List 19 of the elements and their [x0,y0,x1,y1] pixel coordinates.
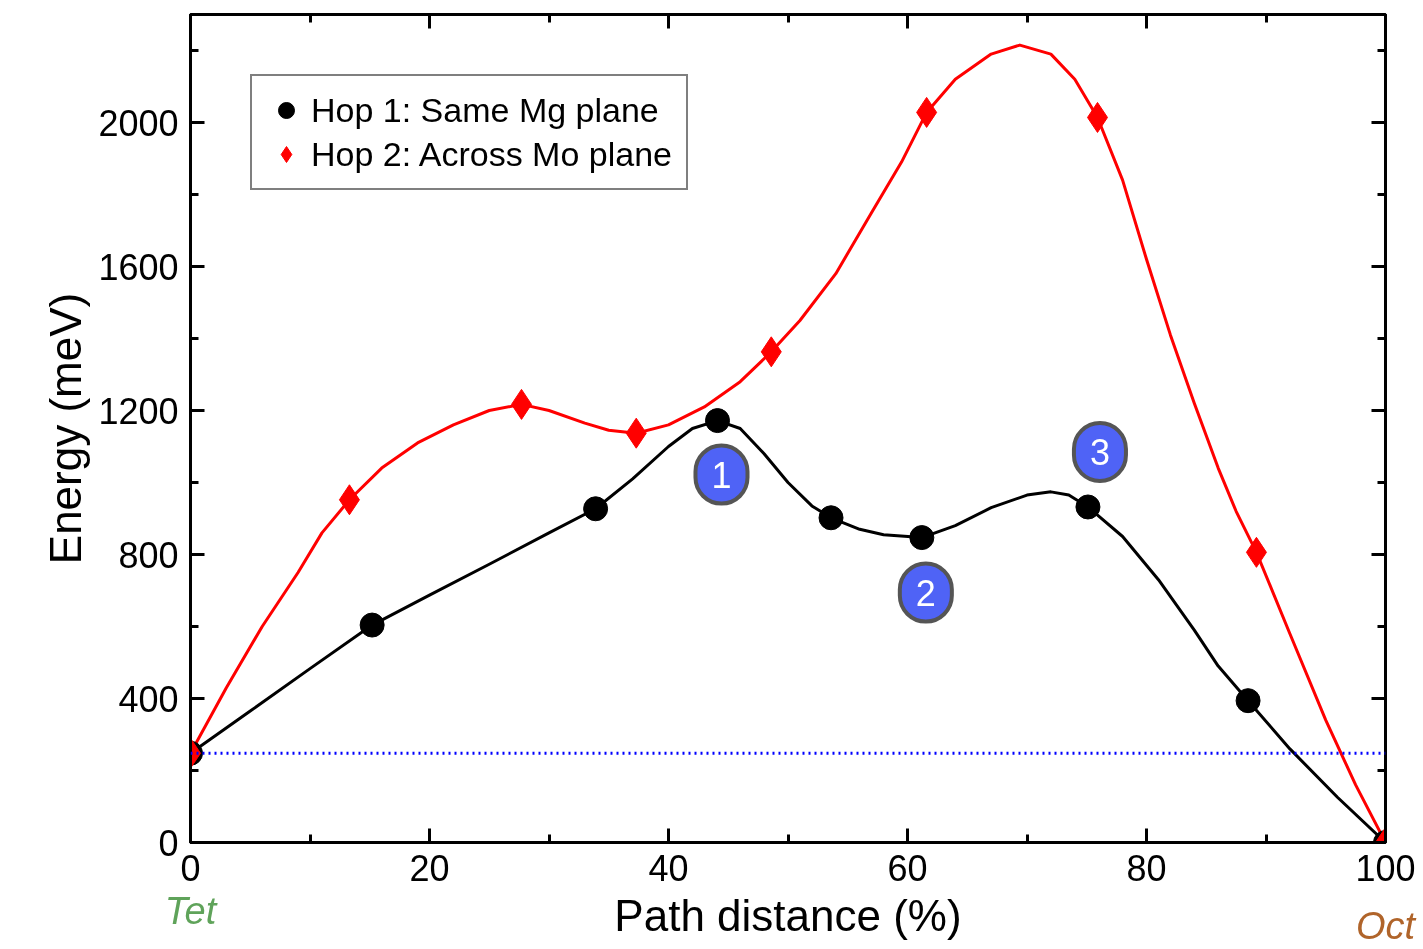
y-tick-label: 1200 [98,390,179,432]
legend-label: Hop 2: Across Mo plane [311,134,672,174]
x-tick-label: 80 [1126,847,1167,889]
text: Tet [164,889,218,932]
x-tick-label: 100 [1355,847,1416,889]
y-tick-label: 2000 [98,102,179,144]
y-axis-title: Energy (meV) [41,292,91,565]
x-tick-label: 60 [887,847,928,889]
annotation: 3 [1089,431,1110,473]
x-tick-label: 40 [648,847,689,889]
legend-label: Hop 1: Same Mg plane [311,90,659,130]
annotation: 2 [915,572,936,614]
y-tick-label: 800 [118,534,179,576]
text: Oct [1355,904,1417,947]
x-axis-title: Path distance (%) [614,890,962,940]
y-tick-label: 400 [118,678,179,720]
y-tick-label: 1600 [98,246,179,288]
annotation: 1 [711,454,732,496]
x-tick-label: 20 [409,847,450,889]
